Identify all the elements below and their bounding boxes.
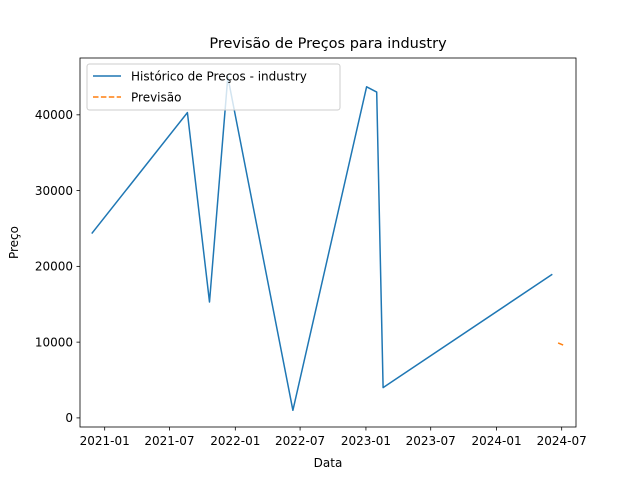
plot-area bbox=[91, 76, 566, 412]
y-tick-label: 40000 bbox=[35, 108, 73, 122]
x-tick-label: 2024-01 bbox=[471, 434, 521, 448]
y-tick-label: 10000 bbox=[35, 335, 73, 349]
x-tick-label: 2024-07 bbox=[537, 434, 587, 448]
y-tick-label: 0 bbox=[65, 411, 73, 425]
ticks: 2021-01 2021-07 2022-01 2022-07 2023-01 2023-… bbox=[35, 108, 587, 448]
x-tick-label: 2023-07 bbox=[406, 434, 456, 448]
legend-label-1: Histórico de Preços - industry bbox=[131, 69, 307, 83]
series-line-1 bbox=[91, 76, 553, 412]
legend-label-2: Previsão bbox=[131, 90, 181, 104]
x-tick-label: 2022-01 bbox=[210, 434, 260, 448]
chart-title: Previsão de Preços para industry bbox=[209, 36, 447, 52]
x-axis-label: Data bbox=[314, 456, 343, 470]
legend: Histórico de Preços - industry Previsão bbox=[86, 63, 341, 111]
y-axis-label: Preço bbox=[7, 226, 21, 259]
legend-box bbox=[86, 63, 341, 111]
y-tick-label: 30000 bbox=[35, 184, 73, 198]
axes-frame bbox=[79, 57, 577, 428]
x-tick-label: 2021-01 bbox=[80, 434, 130, 448]
x-tick-label: 2022-07 bbox=[275, 434, 325, 448]
series-line-2 bbox=[557, 342, 566, 347]
x-tick-label: 2021-07 bbox=[144, 434, 194, 448]
y-tick-label: 20000 bbox=[35, 260, 73, 274]
x-tick-label: 2023-01 bbox=[341, 434, 391, 448]
